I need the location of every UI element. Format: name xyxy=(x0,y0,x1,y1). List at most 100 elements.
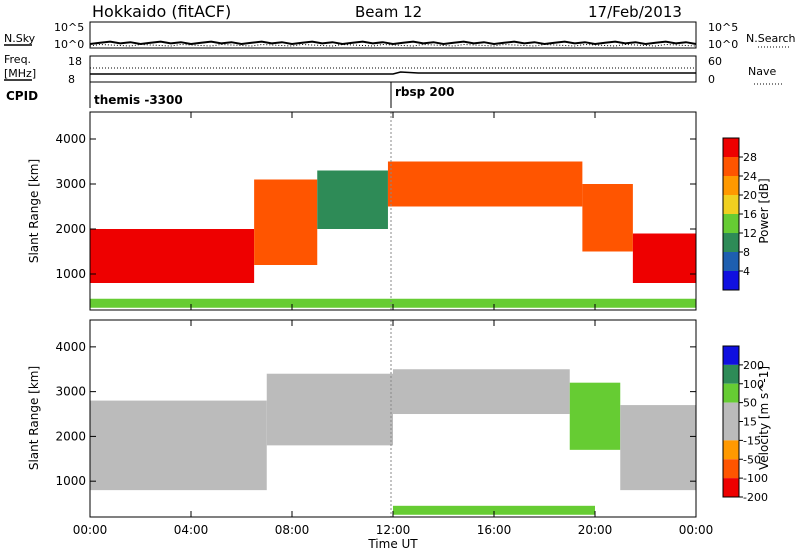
colorbar-swatch-6 xyxy=(723,233,739,252)
colorbar-tick-label-4: 16 xyxy=(743,208,757,221)
nsearch-tick-top: 10^5 xyxy=(708,21,738,34)
colorbar-swatch-5 xyxy=(723,214,739,233)
colorbar-tick-label-1: 200 xyxy=(743,359,764,372)
colorbar-swatch-8 xyxy=(723,478,739,497)
data-band-2 xyxy=(266,373,393,446)
x-tick-label-6: 20:00 xyxy=(578,523,613,537)
colorbar-tick-label-5: -15 xyxy=(743,434,761,447)
nave-tick-top: 60 xyxy=(708,55,722,68)
colorbar-swatch-7 xyxy=(723,252,739,271)
nsky-panel: N.Sky 10^5 10^0 10^5 10^0 N.Search xyxy=(4,21,796,51)
y-tick-label-1: 1000 xyxy=(55,474,86,488)
nsearch-label: N.Search xyxy=(746,32,796,45)
nsky-label: N.Sky xyxy=(4,32,36,45)
y-tick-label-3: 3000 xyxy=(55,177,86,191)
data-band-5 xyxy=(620,405,696,491)
colorbar-tick-label-5: 20 xyxy=(743,189,757,202)
freq-panel: Freq. [MHz] 18 8 60 0 Nave xyxy=(4,53,782,86)
x-tick-label-1: 00:00 xyxy=(73,523,108,537)
colorbar-tick-label-2: 100 xyxy=(743,378,764,391)
cpid-segment-2: rbsp 200 xyxy=(395,85,454,99)
y-tick-label-2: 2000 xyxy=(55,222,86,236)
date-label: 17/Feb/2013 xyxy=(588,3,682,21)
data-band-6 xyxy=(632,233,696,283)
colorbar-swatch-1 xyxy=(723,346,739,365)
y-tick-label-3: 3000 xyxy=(55,385,86,399)
data-band-4 xyxy=(569,382,621,450)
data-band-5 xyxy=(582,184,633,252)
colorbar-swatch-6 xyxy=(723,440,739,460)
freq-frame xyxy=(89,55,697,83)
x-tick-label-3: 08:00 xyxy=(275,523,310,537)
y-tick-label-4: 4000 xyxy=(55,340,86,354)
colorbar-tick-label-6: 24 xyxy=(743,170,757,183)
velocity-y-ticks: 1000 2000 3000 4000 xyxy=(55,340,696,488)
freq-tick-top: 18 xyxy=(68,55,82,68)
beam-label: Beam 12 xyxy=(355,3,422,21)
colorbar-tick-label-7: -100 xyxy=(743,472,768,485)
y-tick-label-1: 1000 xyxy=(55,267,86,281)
power-colorbar: 4 8 12 16 20 24 28 xyxy=(722,137,757,291)
colorbar-swatch-4 xyxy=(723,195,739,214)
colorbar-swatch-8 xyxy=(723,271,739,290)
power-panel: 1000 2000 3000 4000 Slant Range [km] 4 8 12 16… xyxy=(27,111,771,311)
nave-label: Nave xyxy=(748,65,776,78)
colorbar-swatch-2 xyxy=(723,157,739,176)
power-y-label: Slant Range [km] xyxy=(27,159,41,263)
colorbar-swatch-2 xyxy=(723,364,739,384)
freq-label: Freq. xyxy=(4,53,31,66)
colorbar-swatch-3 xyxy=(723,176,739,195)
data-band-3 xyxy=(393,369,570,415)
y-tick-label-4: 4000 xyxy=(55,132,86,146)
colorbar-tick-label-4: 15 xyxy=(743,416,757,429)
colorbar-swatch-3 xyxy=(723,383,739,403)
colorbar-tick-label-3: 12 xyxy=(743,227,757,240)
power-y-ticks: 1000 2000 3000 4000 xyxy=(55,132,696,281)
cpid-label: CPID xyxy=(6,89,38,103)
colorbar-tick-label-3: 50 xyxy=(743,397,757,410)
data-band-6 xyxy=(393,505,595,515)
velocity-x-ticks: 00:00 04:00 08:00 12:00 16:00 20:00 00:00 xyxy=(73,320,714,537)
data-band-1 xyxy=(90,229,255,283)
x-tick-label-7: 00:00 xyxy=(679,523,714,537)
cpid-row: CPID themis -3300 rbsp 200 xyxy=(6,82,454,108)
power-x-ticks xyxy=(89,112,697,310)
colorbar-tick-label-8: -200 xyxy=(743,491,768,504)
data-band-7 xyxy=(90,298,696,308)
y-tick-label-2: 2000 xyxy=(55,429,86,443)
nsearch-tick-bottom: 10^0 xyxy=(708,38,738,51)
freq-unit-label: [MHz] xyxy=(4,67,36,80)
x-tick-label-4: 12:00 xyxy=(376,523,411,537)
data-band-3 xyxy=(317,170,388,229)
station-title: Hokkaido (fitACF) xyxy=(92,2,231,21)
data-band-4 xyxy=(387,161,583,207)
colorbar-swatch-5 xyxy=(723,421,739,441)
data-band-2 xyxy=(254,179,318,265)
freq-trace xyxy=(90,71,696,75)
nsky-tick-top: 10^5 xyxy=(54,21,84,34)
colorbar-tick-label-1: 4 xyxy=(743,265,750,278)
colorbar-swatch-4 xyxy=(723,402,739,422)
colorbar-tick-label-7: 28 xyxy=(743,151,757,164)
nsky-tick-bottom: 10^0 xyxy=(54,38,84,51)
x-axis-label: Time UT xyxy=(367,537,418,551)
colorbar-tick-label-6: -50 xyxy=(743,453,761,466)
power-colorbar-label: Power [dB] xyxy=(757,178,771,243)
velocity-colorbar-label: Velocity [m s^-1] xyxy=(757,366,771,470)
x-tick-label-5: 16:00 xyxy=(477,523,512,537)
power-data xyxy=(90,161,696,308)
x-tick-label-2: 04:00 xyxy=(174,523,209,537)
velocity-data xyxy=(90,369,696,515)
colorbar-swatch-1 xyxy=(723,138,739,157)
nave-tick-bottom: 0 xyxy=(708,73,715,86)
velocity-y-label: Slant Range [km] xyxy=(27,366,41,470)
colorbar-swatch-7 xyxy=(723,459,739,479)
velocity-colorbar: 200 100 50 15 -15 -50 -100 -200 xyxy=(722,345,768,504)
cpid-segment-1: themis -3300 xyxy=(94,93,183,107)
freq-tick-bottom: 8 xyxy=(68,73,75,86)
nsky-frame xyxy=(89,21,697,49)
data-band-1 xyxy=(90,400,267,491)
velocity-panel: 1000 2000 3000 4000 00:00 04:00 08:00 12:00 16:… xyxy=(27,319,771,537)
nsky-trace xyxy=(89,40,697,46)
